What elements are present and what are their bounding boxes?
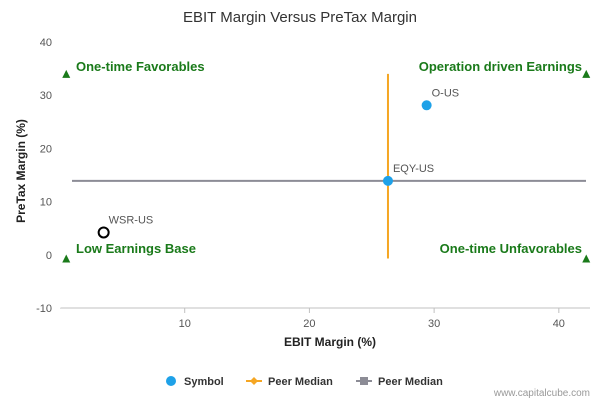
quadrant-triangle-icon [582, 254, 591, 263]
chart-title: EBIT Margin Versus PreTax Margin [183, 9, 417, 26]
y-tick-label: 10 [40, 197, 52, 209]
legend-label-symbol: Symbol [184, 376, 224, 388]
legend-item-symbol[interactable]: Symbol [166, 376, 224, 388]
legend-circle-icon [166, 376, 176, 386]
y-axis-ticks: -10 0 10 20 30 40 [36, 37, 52, 315]
x-tick-label: 20 [303, 318, 315, 330]
y-tick-label: 30 [40, 90, 52, 102]
quadrant-label-bottom-right: One-time Unfavorables [440, 241, 582, 256]
data-point-label: EQY-US [393, 163, 434, 175]
data-point-eqy-us[interactable] [382, 175, 393, 186]
data-point-label: O-US [432, 87, 460, 99]
data-point-label: WSR-US [109, 214, 154, 226]
quadrant-label-bottom-left: Low Earnings Base [76, 241, 196, 256]
legend: Symbol Peer Median Peer Median [166, 376, 443, 388]
x-tick-label: 40 [553, 318, 565, 330]
data-point-o-us[interactable] [421, 100, 432, 111]
quadrant-triangle-icon [62, 254, 71, 263]
y-tick-label: 20 [40, 143, 52, 155]
x-tick-label: 30 [428, 318, 440, 330]
y-tick-label: 40 [40, 37, 52, 49]
y-tick-label: -10 [36, 303, 52, 315]
legend-diamond-icon [250, 377, 258, 385]
quadrant-label-top-right: Operation driven Earnings [419, 59, 582, 74]
credit-text: www.capitalcube.com [493, 388, 590, 399]
data-points: O-US EQY-US WSR-US [97, 87, 460, 239]
legend-label-peer-median-2: Peer Median [378, 376, 443, 388]
y-tick-label: 0 [46, 250, 52, 262]
quadrant-triangle-icon [582, 69, 591, 78]
y-axis-label: PreTax Margin (%) [14, 119, 28, 223]
legend-item-peer-median-gray[interactable]: Peer Median [356, 376, 443, 388]
legend-label-peer-median-1: Peer Median [268, 376, 333, 388]
quadrant-markers [62, 69, 591, 263]
quadrant-triangle-icon [62, 69, 71, 78]
x-axis-label: EBIT Margin (%) [284, 335, 376, 349]
legend-square-icon [360, 377, 368, 385]
x-tick-label: 10 [179, 318, 191, 330]
quadrant-label-top-left: One-time Favorables [76, 59, 205, 74]
legend-item-peer-median-orange[interactable]: Peer Median [246, 376, 333, 388]
x-axis-ticks: 10 20 30 40 [179, 308, 565, 330]
data-point-wsr-us[interactable] [97, 226, 110, 239]
